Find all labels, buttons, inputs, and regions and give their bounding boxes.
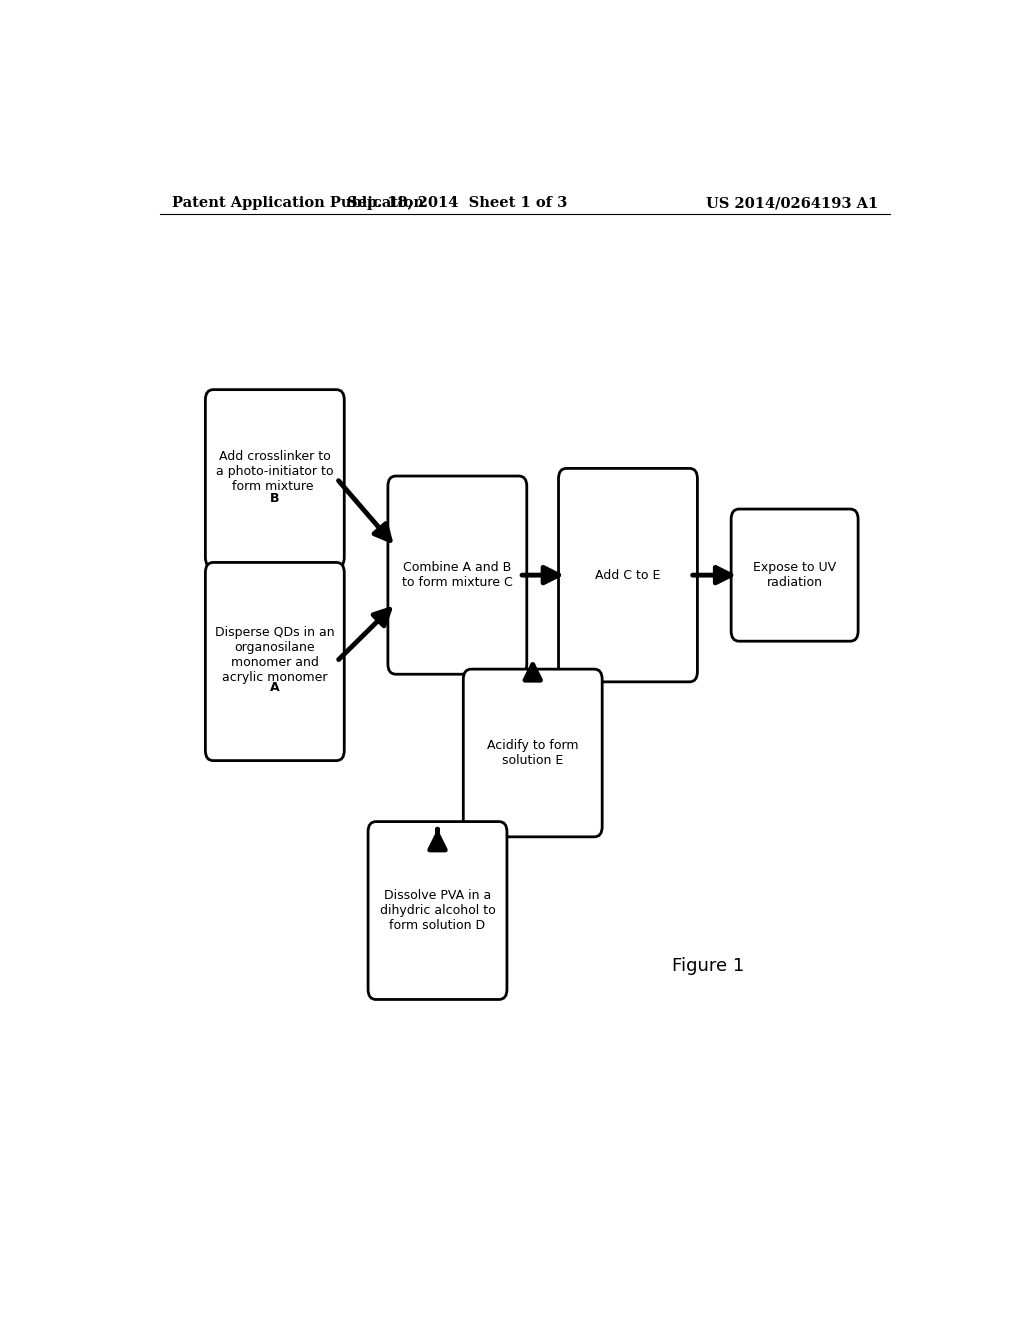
Text: Sep. 18, 2014  Sheet 1 of 3: Sep. 18, 2014 Sheet 1 of 3 [347,197,567,210]
FancyBboxPatch shape [731,510,858,642]
FancyBboxPatch shape [463,669,602,837]
Text: US 2014/0264193 A1: US 2014/0264193 A1 [706,197,878,210]
Text: Expose to UV
radiation: Expose to UV radiation [753,561,837,589]
FancyBboxPatch shape [558,469,697,682]
FancyBboxPatch shape [206,389,344,568]
Text: Figure 1: Figure 1 [672,957,743,975]
FancyBboxPatch shape [206,562,344,760]
Text: Acidify to form
solution E: Acidify to form solution E [487,739,579,767]
Text: B: B [270,492,280,504]
FancyBboxPatch shape [368,821,507,999]
Text: Dissolve PVA in a
dihydric alcohol to
form solution D: Dissolve PVA in a dihydric alcohol to fo… [380,890,496,932]
Text: Combine A and B
to form mixture C: Combine A and B to form mixture C [402,561,513,589]
Text: Add crosslinker to
a photo-initiator to
form mixture: Add crosslinker to a photo-initiator to … [216,450,334,494]
Text: Add C to E: Add C to E [595,569,660,582]
Text: A: A [270,681,280,694]
Text: Patent Application Publication: Patent Application Publication [172,197,424,210]
Text: Disperse QDs in an
organosilane
monomer and
acrylic monomer: Disperse QDs in an organosilane monomer … [215,626,335,684]
FancyBboxPatch shape [388,477,526,675]
